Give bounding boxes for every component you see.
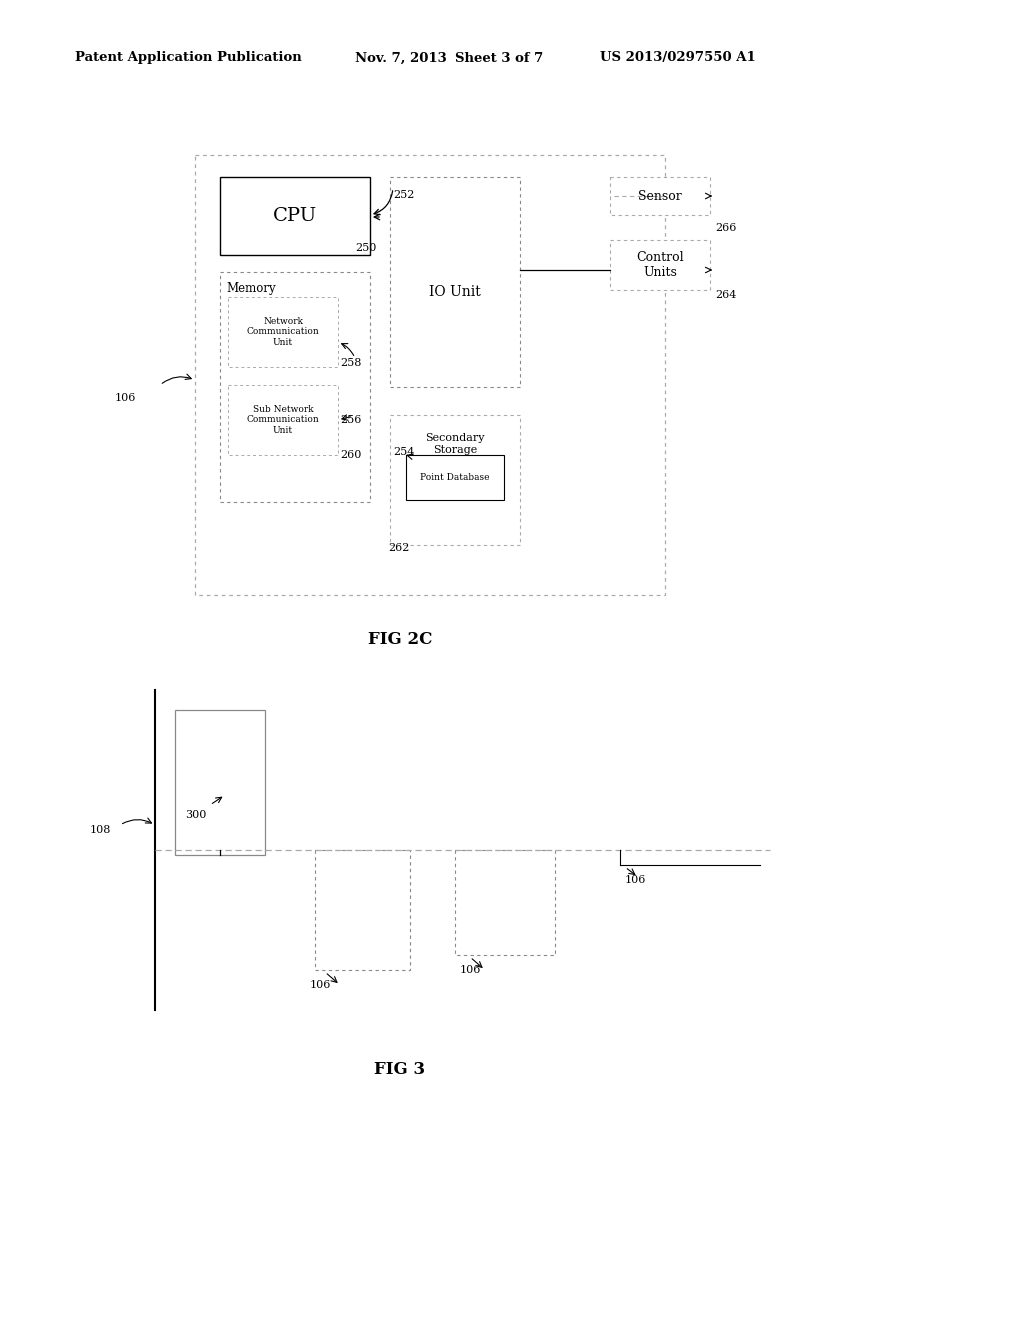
Text: Memory: Memory — [226, 282, 275, 294]
Text: 106: 106 — [460, 965, 481, 975]
Text: US 2013/0297550 A1: US 2013/0297550 A1 — [600, 51, 756, 65]
Text: Nov. 7, 2013: Nov. 7, 2013 — [355, 51, 446, 65]
Text: 266: 266 — [715, 223, 736, 234]
Bar — [315, 850, 410, 970]
Text: IO Unit: IO Unit — [429, 285, 481, 300]
Text: 106: 106 — [310, 979, 332, 990]
Text: 260: 260 — [340, 450, 361, 459]
Text: 106: 106 — [115, 393, 136, 403]
Bar — [175, 710, 265, 855]
Bar — [228, 297, 338, 367]
Text: 106: 106 — [625, 875, 646, 884]
Text: Point Database: Point Database — [420, 473, 489, 482]
Bar — [406, 455, 504, 500]
Text: 250: 250 — [355, 243, 377, 253]
Bar — [220, 177, 370, 255]
Text: 254: 254 — [393, 447, 415, 457]
Bar — [610, 240, 710, 290]
Bar — [228, 385, 338, 455]
Text: Network
Communication
Unit: Network Communication Unit — [247, 317, 319, 347]
Text: 258: 258 — [340, 358, 361, 368]
Text: 300: 300 — [185, 810, 207, 820]
Text: Patent Application Publication: Patent Application Publication — [75, 51, 302, 65]
Text: Sub Network
Communication
Unit: Sub Network Communication Unit — [247, 405, 319, 434]
Text: 108: 108 — [90, 825, 112, 836]
Bar — [390, 414, 520, 545]
Bar — [610, 177, 710, 215]
Text: Secondary
Storage: Secondary Storage — [425, 433, 484, 454]
Text: FIG 2C: FIG 2C — [368, 631, 432, 648]
Bar — [195, 154, 665, 595]
Bar — [390, 177, 520, 387]
Bar — [455, 850, 555, 954]
Text: 264: 264 — [715, 290, 736, 300]
Text: Sensor: Sensor — [638, 190, 682, 202]
Text: FIG 3: FIG 3 — [375, 1061, 426, 1078]
Text: 262: 262 — [388, 543, 410, 553]
Bar — [220, 272, 370, 502]
Text: 256: 256 — [340, 414, 361, 425]
Text: Sheet 3 of 7: Sheet 3 of 7 — [455, 51, 544, 65]
Text: CPU: CPU — [273, 207, 317, 224]
Text: 252: 252 — [393, 190, 415, 201]
Text: Control
Units: Control Units — [636, 251, 684, 279]
